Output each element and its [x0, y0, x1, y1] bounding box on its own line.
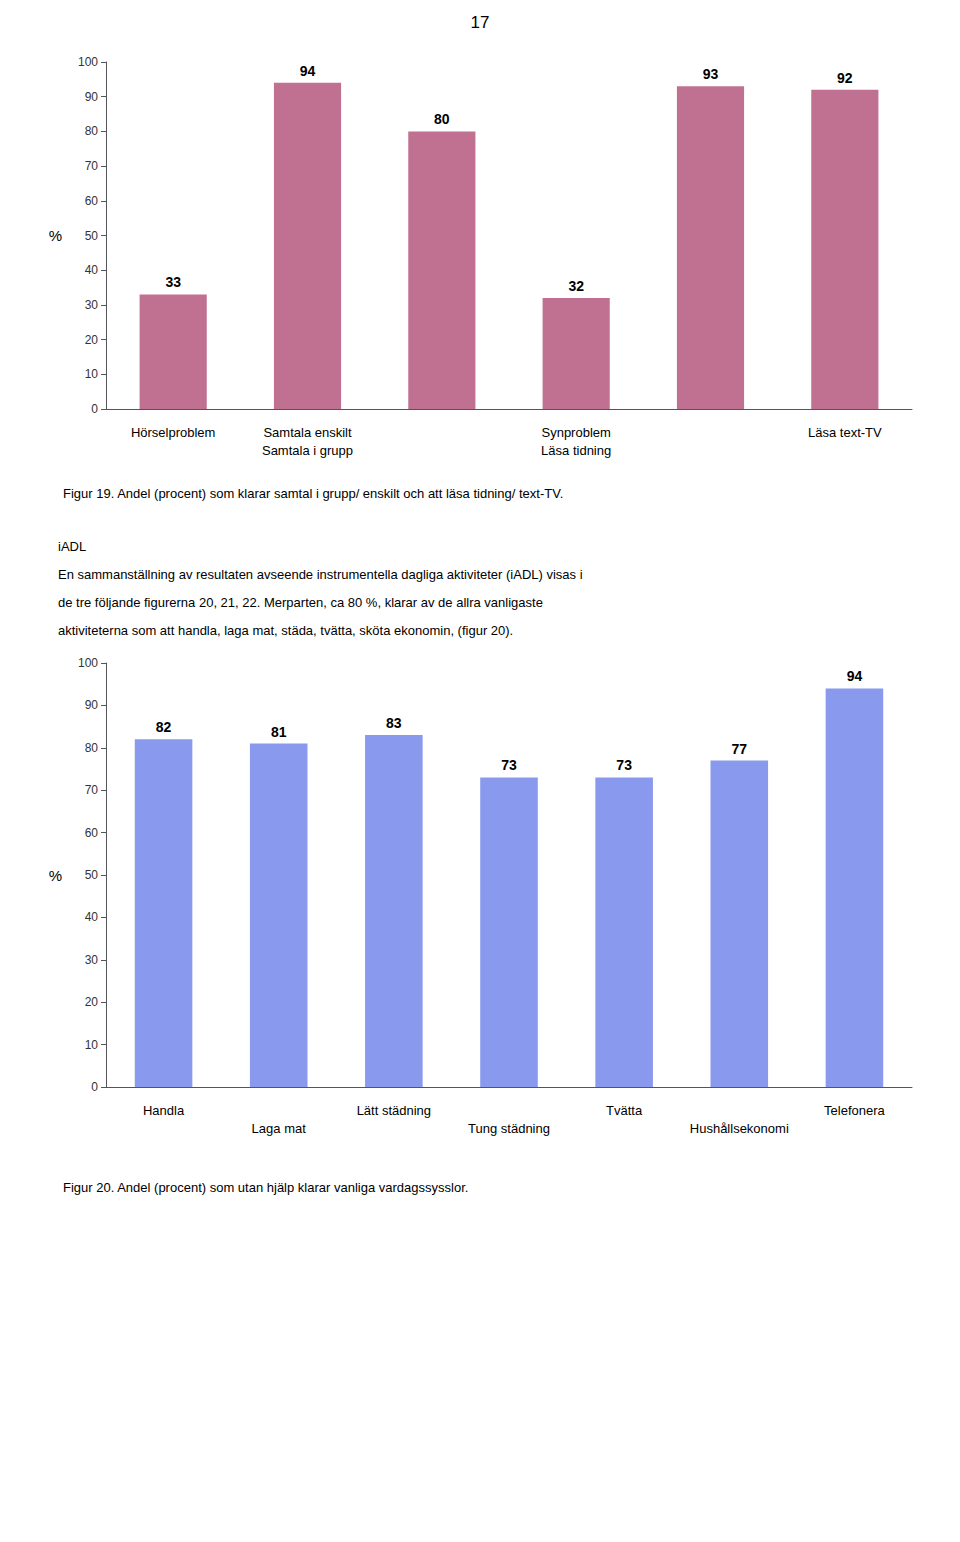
svg-text:40: 40: [85, 263, 99, 277]
svg-text:93: 93: [703, 66, 719, 82]
svg-text:0: 0: [91, 402, 98, 416]
svg-text:83: 83: [386, 715, 402, 731]
svg-text:30: 30: [85, 298, 99, 312]
svg-text:Figur 19. Andel (procent) som: Figur 19. Andel (procent) som klarar sam…: [63, 486, 563, 501]
svg-text:%: %: [49, 227, 62, 244]
svg-text:Samtala enskilt: Samtala enskilt: [263, 425, 352, 440]
svg-text:80: 80: [434, 111, 450, 127]
svg-text:81: 81: [271, 724, 287, 740]
svg-text:73: 73: [616, 757, 632, 773]
svg-text:Tung städning: Tung städning: [468, 1121, 550, 1136]
svg-text:32: 32: [568, 278, 584, 294]
svg-text:Samtala i grupp: Samtala i grupp: [262, 443, 353, 458]
svg-text:de tre följande figurerna 20,: de tre följande figurerna 20, 21, 22. Me…: [58, 595, 543, 610]
svg-text:20: 20: [85, 995, 99, 1009]
svg-text:Hörselproblem: Hörselproblem: [131, 425, 216, 440]
svg-text:70: 70: [85, 159, 99, 173]
svg-text:92: 92: [837, 70, 853, 86]
svg-text:17: 17: [471, 13, 490, 32]
svg-text:50: 50: [85, 868, 99, 882]
svg-text:Figur 20. Andel (procent) som: Figur 20. Andel (procent) som utan hjälp…: [63, 1180, 468, 1195]
svg-text:En sammanställning av resultat: En sammanställning av resultaten avseend…: [58, 567, 583, 582]
svg-text:Läsa tidning: Läsa tidning: [541, 443, 611, 458]
svg-text:70: 70: [85, 783, 99, 797]
svg-text:Läsa text-TV: Läsa text-TV: [808, 425, 882, 440]
svg-text:0: 0: [91, 1080, 98, 1094]
svg-text:94: 94: [300, 63, 316, 79]
svg-text:%: %: [49, 867, 62, 884]
svg-text:100: 100: [78, 55, 98, 69]
svg-text:94: 94: [847, 668, 863, 684]
svg-text:82: 82: [156, 719, 172, 735]
svg-text:Tvätta: Tvätta: [606, 1103, 643, 1118]
svg-text:Hushållsekonomi: Hushållsekonomi: [690, 1121, 789, 1136]
svg-text:90: 90: [85, 90, 99, 104]
svg-text:20: 20: [85, 333, 99, 347]
svg-text:30: 30: [85, 953, 99, 967]
svg-text:77: 77: [731, 741, 747, 757]
svg-text:33: 33: [165, 274, 181, 290]
svg-text:10: 10: [85, 367, 99, 381]
svg-text:100: 100: [78, 656, 98, 670]
svg-text:Synproblem: Synproblem: [541, 425, 610, 440]
svg-text:Telefonera: Telefonera: [824, 1103, 885, 1118]
svg-text:50: 50: [85, 229, 99, 243]
svg-text:iADL: iADL: [58, 539, 86, 554]
svg-text:60: 60: [85, 194, 99, 208]
svg-text:10: 10: [85, 1038, 99, 1052]
svg-text:Handla: Handla: [143, 1103, 185, 1118]
svg-text:90: 90: [85, 698, 99, 712]
svg-text:73: 73: [501, 757, 517, 773]
svg-text:aktiviteterna som att handla,: aktiviteterna som att handla, laga mat, …: [58, 623, 513, 638]
svg-text:Lätt städning: Lätt städning: [357, 1103, 431, 1118]
svg-text:80: 80: [85, 124, 99, 138]
svg-text:80: 80: [85, 741, 99, 755]
svg-text:40: 40: [85, 910, 99, 924]
svg-text:Laga mat: Laga mat: [252, 1121, 307, 1136]
svg-text:60: 60: [85, 826, 99, 840]
